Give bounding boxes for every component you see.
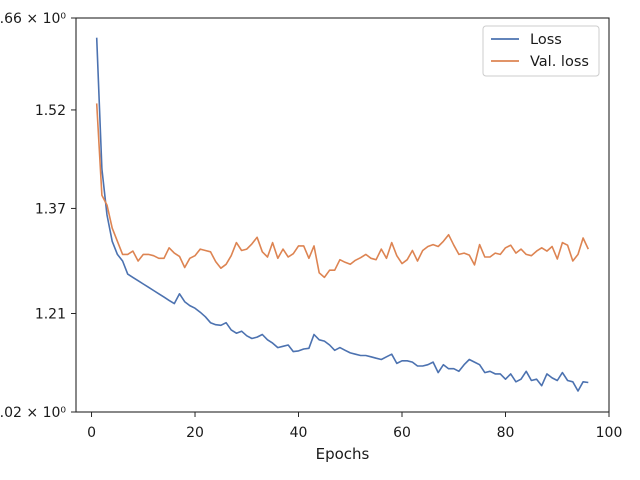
legend-label-2: Val. loss [530,54,589,70]
plot-frame [75,17,610,413]
y-tick-label: 1.66 × 10⁰ [0,11,66,27]
x-tick-label: 20 [186,425,204,441]
y-tick-label: 1.02 × 10⁰ [0,405,66,421]
x-tick-label: 100 [596,425,623,441]
legend-label-1: Loss [530,32,562,48]
x-tick-label: 40 [290,425,308,441]
x-tick-label: 0 [87,425,96,441]
series-line-1 [95,37,589,392]
legend: Loss Val. loss [482,25,600,77]
y-tick-label: 1.21 [35,307,66,323]
x-tick-label: 80 [497,425,515,441]
x-tick-label: 60 [393,425,411,441]
plot-lines [95,37,590,392]
y-tick-label: 1.52 [35,103,66,119]
y-axis-ticks: 1.02 × 10⁰ 1.21 1.37 1.52 1.66 × 10⁰ [0,11,76,421]
x-axis-ticks: 0 20 40 60 80 100 [87,412,622,441]
x-axis-title: Epochs [316,445,370,463]
series-line-2 [95,103,590,279]
y-tick-label: 1.37 [35,201,66,217]
